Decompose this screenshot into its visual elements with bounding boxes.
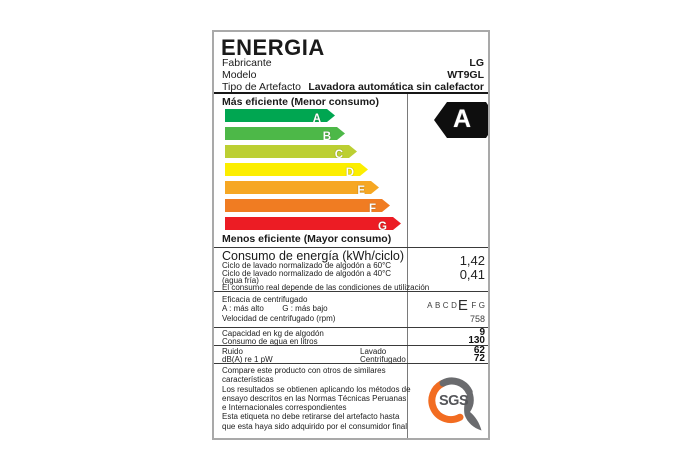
water-label: Consumo de agua en litros	[222, 337, 318, 346]
header-divider	[214, 92, 488, 94]
noise-wash-value: 62	[473, 345, 485, 356]
footer-paragraph: Los resultados se obtienen aplicando los…	[222, 384, 411, 413]
energy-value-40: 0,41	[459, 267, 485, 282]
spin-scale-letter-e: E	[457, 296, 468, 314]
section-divider	[214, 345, 488, 346]
grade-arrow-a: A	[225, 109, 335, 122]
appliance-type-label: Tipo de Artefacto	[222, 81, 301, 93]
water-value: 130	[468, 335, 485, 346]
grade-letter: B	[322, 131, 331, 143]
energy-row-40-label: Ciclo de lavado normalizado de algodón a…	[222, 269, 392, 278]
energy-value-60: 1,42	[459, 253, 485, 268]
rating-letter: A	[453, 105, 472, 133]
more-efficient-note: Más eficiente (Menor consumo)	[222, 96, 379, 108]
noise-spin-label: Centrifugado	[360, 355, 406, 364]
sgs-logo-gray-arc	[439, 377, 473, 396]
noise-unit-label: dB(A) re 1 pW	[222, 355, 273, 364]
capacity-value: 9	[479, 327, 485, 338]
grade-arrow-b: B	[225, 127, 345, 140]
grade-letter: C	[334, 149, 343, 161]
grade-letter: F	[368, 203, 376, 215]
energy-heading: Consumo de energía (kWh/ciclo)	[222, 249, 405, 263]
sgs-logo-tail	[464, 388, 482, 431]
spin-legend-high: A : más alto	[222, 304, 264, 313]
spin-legend-low: G : más bajo	[282, 304, 328, 313]
section-divider	[214, 247, 488, 248]
grade-letter: E	[357, 185, 365, 197]
spin-scale-letter-b: B	[434, 300, 441, 310]
section-divider	[214, 327, 488, 328]
model-label: Modelo	[222, 69, 257, 81]
footer-text: Compare este producto con otros de simil…	[222, 366, 412, 431]
label-title: ENERGIA	[221, 35, 325, 60]
noise-wash-label: Lavado	[360, 347, 387, 356]
appliance-type-value: Lavadora automática sin calefactor	[308, 81, 484, 93]
grade-arrow-c: C	[225, 145, 357, 158]
sgs-logo-graphic: SGS	[428, 377, 482, 431]
sgs-logo: SGS	[426, 373, 488, 433]
model-value: WT9GL	[447, 69, 484, 81]
energy-row-40-sublabel: (agua fría)	[222, 276, 259, 285]
spin-scale-letter-a: A	[427, 300, 433, 310]
energy-row-60-label: Ciclo de lavado normalizado de algodón a…	[222, 261, 392, 270]
grade-letter: A	[312, 113, 321, 125]
spin-scale-letter-c: C	[442, 300, 449, 310]
grade-arrow-g: G	[225, 217, 401, 230]
grade-arrow-d: D	[225, 163, 368, 176]
spin-speed-label: Velocidad de centrifugado (rpm)	[222, 314, 336, 323]
spin-scale-letter-f: F	[471, 300, 477, 310]
spin-legend: A : más alto G : más bajo	[222, 304, 328, 313]
manufacturer-value: LG	[469, 57, 484, 69]
sgs-logo-orange-arc	[428, 379, 464, 424]
sgs-logo-text: SGS	[439, 393, 469, 409]
footer-paragraph: Compare este producto con otros de simil…	[222, 366, 386, 385]
noise-spin-value: 72	[473, 353, 485, 364]
spin-heading: Eficacia de centrifugado	[222, 295, 308, 304]
grade-arrow-f: F	[225, 199, 390, 212]
manufacturer-label: Fabricante	[222, 57, 272, 69]
spin-scale-letter-g: G	[478, 300, 485, 310]
spin-speed-value: 758	[469, 314, 485, 324]
section-divider	[214, 291, 488, 292]
footer-paragraph: Esta etiqueta no debe retirarse del arte…	[222, 412, 408, 431]
grade-letter: G	[378, 221, 387, 233]
spin-scale-letter-d: D	[451, 300, 457, 310]
grade-arrow-e: E	[225, 181, 379, 194]
noise-label: Ruido	[222, 347, 243, 356]
column-divider	[407, 94, 408, 438]
grade-letter: D	[345, 167, 354, 179]
section-divider	[214, 363, 488, 364]
energy-note: El consumo real depende de las condicion…	[222, 283, 430, 292]
rating-arrow: A	[434, 102, 488, 138]
less-efficient-note: Menos eficiente (Mayor consumo)	[222, 233, 392, 245]
capacity-label: Capacidad en kg de algodón	[222, 329, 324, 338]
energy-label: ENERGIA Fabricante LG Modelo WT9GL Tipo …	[212, 30, 490, 440]
